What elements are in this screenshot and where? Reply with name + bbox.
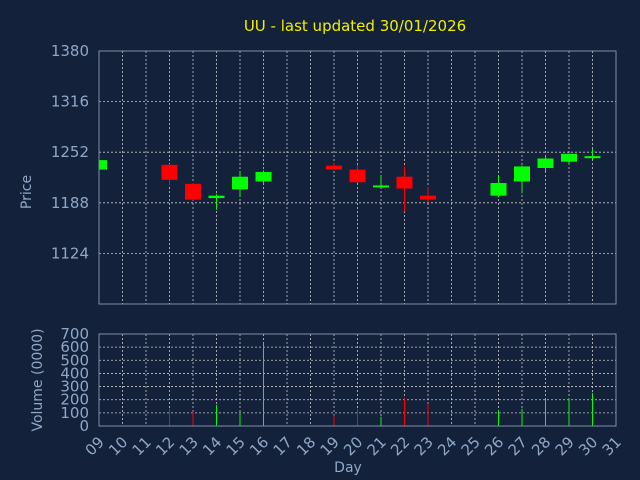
x-tick-label: 21 bbox=[364, 433, 390, 459]
volume-tick-label: 500 bbox=[60, 351, 89, 369]
x-tick-label: 18 bbox=[293, 433, 319, 459]
candle-body bbox=[396, 176, 413, 189]
x-tick-label: 22 bbox=[387, 433, 413, 459]
x-tick-label: 17 bbox=[270, 433, 296, 459]
price-tick-label: 1380 bbox=[51, 42, 89, 60]
candle-body bbox=[537, 158, 554, 169]
x-tick-label: 25 bbox=[458, 433, 484, 459]
x-tick-label: 28 bbox=[528, 433, 554, 459]
candle-body bbox=[561, 153, 577, 162]
x-tick-label: 24 bbox=[434, 433, 460, 459]
price-tick-label: 1188 bbox=[51, 194, 89, 212]
volume-tick-label: 300 bbox=[60, 378, 89, 396]
x-tick-label: 12 bbox=[152, 433, 178, 459]
volume-tick-label: 600 bbox=[60, 338, 89, 356]
price-tick-label: 1252 bbox=[51, 143, 89, 161]
x-tick-label: 31 bbox=[599, 433, 625, 459]
volume-series bbox=[169, 341, 593, 426]
x-tick-label: 15 bbox=[223, 433, 249, 459]
x-tick-label: 27 bbox=[505, 433, 531, 459]
price-tick-label: 1316 bbox=[51, 93, 89, 111]
x-tick-label: 10 bbox=[105, 433, 131, 459]
candle-body bbox=[514, 166, 530, 182]
x-tick-label: 11 bbox=[129, 433, 155, 459]
volume-panel-frame bbox=[98, 333, 617, 427]
x-tick-label: 13 bbox=[176, 433, 202, 459]
candle-body bbox=[185, 183, 201, 200]
volume-tick-label: 200 bbox=[60, 391, 89, 409]
candle-body bbox=[232, 176, 248, 190]
candle-body bbox=[326, 165, 342, 170]
price-y-ticks: 1124 1188 1252 1316 1380 bbox=[51, 42, 89, 262]
price-tick-label: 1124 bbox=[51, 244, 89, 262]
x-tick-label: 23 bbox=[411, 433, 437, 459]
candle-body bbox=[208, 195, 225, 199]
candle-body bbox=[99, 160, 107, 170]
volume-tick-label: 700 bbox=[60, 325, 89, 343]
x-axis-label: Day bbox=[334, 460, 362, 476]
x-tick-label: 20 bbox=[340, 433, 366, 459]
candle-body bbox=[255, 171, 272, 182]
candle-body bbox=[161, 164, 178, 180]
price-panel-frame bbox=[98, 50, 617, 305]
x-tick-label: 16 bbox=[246, 433, 272, 459]
candles-series bbox=[98, 149, 601, 212]
x-tick-label: 19 bbox=[317, 433, 343, 459]
candle-body bbox=[373, 185, 389, 188]
chart-title: UU - last updated 30/01/2026 bbox=[244, 17, 466, 35]
price-axis-label: Price bbox=[19, 175, 35, 209]
candle-body bbox=[490, 183, 507, 196]
candle-body bbox=[420, 195, 436, 200]
candle-body bbox=[584, 156, 601, 159]
x-ticks: 0910111213141516171819202122232425262728… bbox=[82, 433, 625, 459]
x-tick-label: 14 bbox=[199, 433, 225, 459]
x-tick-label: 30 bbox=[575, 433, 601, 459]
x-tick-label: 26 bbox=[481, 433, 507, 459]
candle-body bbox=[349, 169, 366, 183]
volume-tick-label: 0 bbox=[79, 417, 89, 435]
volume-tick-label: 400 bbox=[60, 364, 89, 382]
volume-axis-label: Volume (0000) bbox=[30, 328, 46, 431]
x-tick-label: 09 bbox=[82, 433, 108, 459]
volume-tick-label: 100 bbox=[60, 404, 89, 422]
x-tick-label: 29 bbox=[552, 433, 578, 459]
